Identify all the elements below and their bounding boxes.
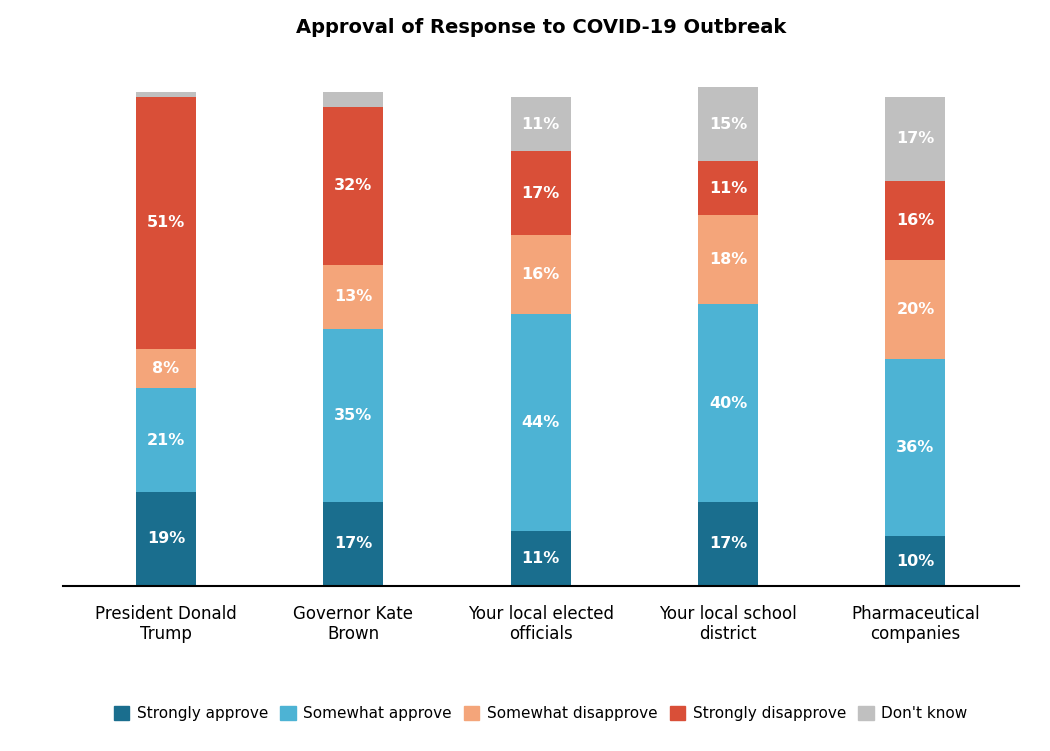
Bar bbox=[885, 181, 945, 260]
Text: 17%: 17% bbox=[897, 131, 934, 146]
Bar bbox=[323, 265, 383, 329]
Text: 36%: 36% bbox=[897, 440, 934, 455]
Text: 16%: 16% bbox=[897, 213, 934, 228]
Text: 15%: 15% bbox=[709, 116, 748, 131]
Text: 11%: 11% bbox=[522, 116, 560, 131]
Bar bbox=[136, 92, 196, 97]
Bar bbox=[510, 151, 571, 235]
Bar bbox=[323, 92, 383, 107]
Text: 35%: 35% bbox=[334, 408, 373, 423]
Text: 18%: 18% bbox=[709, 252, 748, 267]
Bar bbox=[510, 314, 571, 532]
Bar bbox=[698, 502, 758, 586]
Text: 13%: 13% bbox=[334, 289, 373, 304]
Text: 51%: 51% bbox=[147, 216, 185, 231]
Bar bbox=[510, 532, 571, 586]
Text: 17%: 17% bbox=[522, 185, 560, 201]
Bar bbox=[698, 216, 758, 304]
Bar bbox=[323, 502, 383, 586]
Text: 11%: 11% bbox=[522, 551, 560, 566]
Bar bbox=[136, 348, 196, 388]
Text: 21%: 21% bbox=[147, 433, 185, 448]
Text: 17%: 17% bbox=[709, 536, 748, 551]
Legend: Strongly approve, Somewhat approve, Somewhat disapprove, Strongly disapprove, Do: Strongly approve, Somewhat approve, Some… bbox=[108, 700, 973, 728]
Text: 20%: 20% bbox=[897, 302, 934, 317]
Text: 8%: 8% bbox=[152, 361, 180, 376]
Bar bbox=[510, 97, 571, 151]
Bar bbox=[885, 536, 945, 586]
Title: Approval of Response to COVID-19 Outbreak: Approval of Response to COVID-19 Outbrea… bbox=[296, 18, 785, 37]
Text: 11%: 11% bbox=[709, 181, 748, 196]
Bar bbox=[885, 260, 945, 359]
Bar bbox=[698, 87, 758, 161]
Bar bbox=[136, 492, 196, 586]
Text: 40%: 40% bbox=[709, 396, 748, 411]
Bar bbox=[885, 97, 945, 181]
Bar bbox=[136, 388, 196, 492]
Text: 17%: 17% bbox=[334, 536, 373, 551]
Bar bbox=[698, 304, 758, 502]
Bar bbox=[698, 161, 758, 216]
Text: 32%: 32% bbox=[334, 179, 373, 193]
Text: 16%: 16% bbox=[522, 267, 560, 282]
Bar bbox=[323, 107, 383, 265]
Text: 44%: 44% bbox=[522, 415, 560, 430]
Text: 19%: 19% bbox=[147, 532, 185, 547]
Text: 10%: 10% bbox=[897, 553, 934, 569]
Bar bbox=[885, 359, 945, 536]
Bar bbox=[136, 97, 196, 348]
Bar bbox=[510, 235, 571, 314]
Bar bbox=[323, 329, 383, 502]
